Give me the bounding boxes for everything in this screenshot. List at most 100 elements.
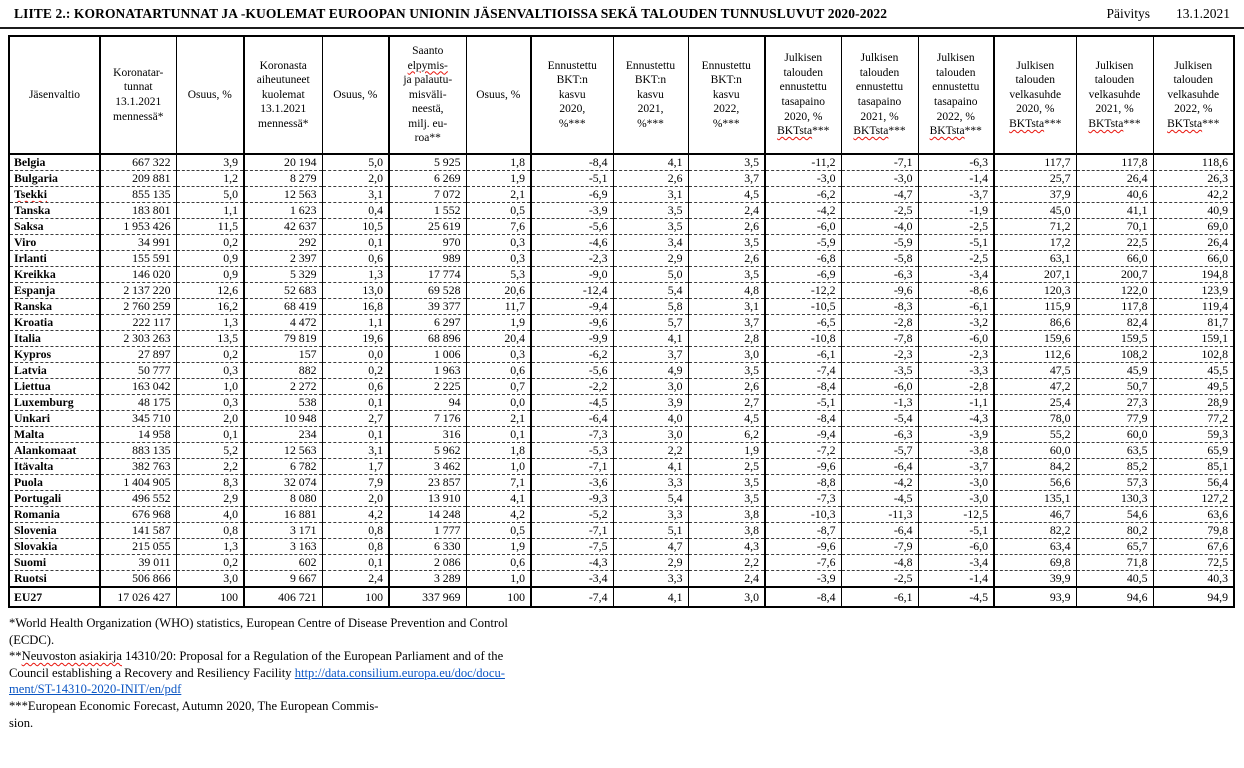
cell-osuus-tartunnat: 8,3: [175, 474, 244, 491]
cell-tasapaino-2021: -8,3: [840, 298, 918, 315]
cell-velkasuhde-2020: 56,6: [993, 474, 1076, 491]
cell-osuus-tartunnat: 0,9: [175, 266, 244, 283]
cell-bkt-kasvu-2020: -9,4: [530, 298, 613, 315]
cell-osuus-kuolemat: 4,2: [321, 506, 389, 523]
cell-velkasuhde-2021: 85,2: [1075, 458, 1153, 475]
cell-velkasuhde-2021: 80,2: [1075, 522, 1153, 539]
cell-velkasuhde-2022: 67,6: [1152, 538, 1234, 555]
cell-velkasuhde-2020: 37,9: [993, 186, 1076, 203]
country-name: Tsekki: [8, 186, 100, 203]
column-header-osuus-saanto: Osuus, %: [465, 36, 531, 155]
cell-osuus-kuolemat: 0,0: [321, 346, 389, 363]
cell-velkasuhde-2021: 54,6: [1075, 506, 1153, 523]
cell-velkasuhde-2021: 108,2: [1075, 346, 1153, 363]
cell-velkasuhde-2020: 17,2: [993, 234, 1076, 251]
cell-tasapaino-2021: -7,1: [840, 154, 918, 171]
cell-osuus-kuolemat: 0,2: [321, 362, 389, 379]
cell-tasapaino-2021: -4,8: [840, 554, 918, 571]
cell-bkt-kasvu-2020: -9,9: [530, 330, 613, 347]
footnote-link[interactable]: ment/ST-14310-2020-INIT/en/pdf: [9, 682, 182, 697]
cell-velkasuhde-2021: 65,7: [1075, 538, 1153, 555]
cell-osuus-tartunnat: 1,2: [175, 170, 244, 187]
country-name: Malta: [8, 426, 100, 443]
cell-tartunnat: 155 591: [99, 250, 176, 267]
country-name: Italia: [8, 330, 100, 347]
cell-osuus-kuolemat: 0,1: [321, 394, 389, 411]
cell-bkt-kasvu-2022: 3,5: [687, 490, 765, 507]
cell-velkasuhde-2021: 41,1: [1075, 202, 1153, 219]
cell-kuolemat: 8 279: [243, 170, 322, 187]
cell-tasapaino-2021: -6,0: [840, 378, 918, 395]
cell-velkasuhde-2021: 117,8: [1075, 298, 1153, 315]
cell-osuus-tartunnat: 0,1: [175, 426, 244, 443]
cell-bkt-kasvu-2021: 4,7: [612, 538, 688, 555]
cell-tasapaino-2021: -7,8: [840, 330, 918, 347]
footnote-link[interactable]: http://data.consilium.europa.eu/doc/docu…: [294, 665, 505, 680]
cell-bkt-kasvu-2022: 2,7: [687, 394, 765, 411]
cell-tasapaino-2021: -4,0: [840, 218, 918, 235]
cell-velkasuhde-2020: 84,2: [993, 458, 1076, 475]
cell-bkt-kasvu-2021: 3,0: [612, 378, 688, 395]
table-row: Bulgaria 209 881 1,2 8 279 2,0 6 269 1,9 -5,1 2,…: [8, 170, 1234, 187]
cell-velkasuhde-2020: 39,9: [993, 570, 1076, 587]
cell-osuus-kuolemat: 2,0: [321, 170, 389, 187]
cell-kuolemat: 4 472: [243, 314, 322, 331]
spellcheck-underline: BKTsta: [1088, 117, 1124, 130]
cell-velkasuhde-2021: 63,5: [1075, 442, 1153, 459]
cell-bkt-kasvu-2020: -5,6: [530, 218, 613, 235]
cell-velkasuhde-2020: 63,1: [993, 250, 1076, 267]
footnote-line: ***European Economic Forecast, Autumn 20…: [9, 699, 379, 714]
table-row: Ruotsi 506 866 3,0 9 667 2,4 3 289 1,0 -3,4 3,3 2…: [8, 570, 1234, 587]
cell-tasapaino-2022: -6,0: [917, 330, 994, 347]
cell-saanto: 2 225: [388, 378, 466, 395]
cell-velkasuhde-2022: 26,4: [1152, 234, 1234, 251]
cell-kuolemat: 602: [243, 554, 322, 571]
cell-velkasuhde-2021: 200,7: [1075, 266, 1153, 283]
cell-bkt-kasvu-2020: -4,3: [530, 554, 613, 571]
cell-saanto: 3 289: [388, 570, 466, 587]
cell-saanto: 7 072: [388, 186, 466, 203]
table-row: Kypros 27 897 0,2 157 0,0 1 006 0,3 -6,2 3,7 3,0-…: [8, 346, 1234, 363]
cell-bkt-kasvu-2022: 3,0: [687, 586, 765, 607]
cell-osuus-kuolemat: 16,8: [321, 298, 389, 315]
column-header-osuus-tartunnat: Osuus, %: [175, 36, 244, 155]
table-row: Belgia 667 322 3,9 20 194 5,0 5 925 1,8 -8,4 4,1…: [8, 154, 1234, 171]
cell-bkt-kasvu-2020: -7,1: [530, 458, 613, 475]
cell-saanto: 94: [388, 394, 466, 411]
cell-osuus-tartunnat: 11,5: [175, 218, 244, 235]
cell-tasapaino-2020: -8,4: [764, 410, 841, 427]
column-header-tasapaino-2022: Julkisen talouden ennustettu tasapaino 2022,…: [917, 36, 994, 155]
table-row: Luxemburg 48 175 0,3 538 0,1 94 0,0 -4,5 3,9 2,7-…: [8, 394, 1234, 411]
cell-velkasuhde-2022: 65,9: [1152, 442, 1234, 459]
cell-bkt-kasvu-2021: 3,4: [612, 234, 688, 251]
title-bar: LIITE 2.: KORONATARTUNNAT JA -KUOLEMAT E…: [0, 0, 1244, 22]
cell-velkasuhde-2022: 94,9: [1152, 586, 1234, 607]
cell-tartunnat: 163 042: [99, 378, 176, 395]
cell-osuus-saanto: 1,8: [465, 442, 531, 459]
cell-kuolemat: 406 721: [243, 586, 322, 607]
cell-osuus-kuolemat: 0,6: [321, 250, 389, 267]
cell-kuolemat: 234: [243, 426, 322, 443]
cell-bkt-kasvu-2022: 2,6: [687, 378, 765, 395]
table-row: Slovenia 141 587 0,8 3 171 0,8 1 777 0,5 -7,1 5,…: [8, 522, 1234, 539]
cell-osuus-kuolemat: 3,1: [321, 186, 389, 203]
cell-tasapaino-2022: -1,1: [917, 394, 994, 411]
cell-tasapaino-2022: -3,4: [917, 266, 994, 283]
cell-bkt-kasvu-2022: 3,5: [687, 234, 765, 251]
cell-tartunnat: 17 026 427: [99, 586, 176, 607]
cell-tasapaino-2021: -2,8: [840, 314, 918, 331]
cell-tasapaino-2022: -3,3: [917, 362, 994, 379]
cell-velkasuhde-2020: 78,0: [993, 410, 1076, 427]
cell-velkasuhde-2020: 25,4: [993, 394, 1076, 411]
cell-velkasuhde-2022: 69,0: [1152, 218, 1234, 235]
table-row: Unkari 345 710 2,0 10 948 2,7 7 176 2,1 -6,4 4,0…: [8, 410, 1234, 427]
cell-osuus-saanto: 1,9: [465, 538, 531, 555]
cell-osuus-kuolemat: 3,1: [321, 442, 389, 459]
column-header-velkasuhde-2022: Julkisen talouden velkasuhde 2022, % BKTsta*…: [1152, 36, 1234, 155]
cell-osuus-kuolemat: 100: [321, 586, 389, 607]
cell-velkasuhde-2020: 55,2: [993, 426, 1076, 443]
cell-saanto: 39 377: [388, 298, 466, 315]
cell-saanto: 2 086: [388, 554, 466, 571]
cell-tasapaino-2022: -3,0: [917, 490, 994, 507]
